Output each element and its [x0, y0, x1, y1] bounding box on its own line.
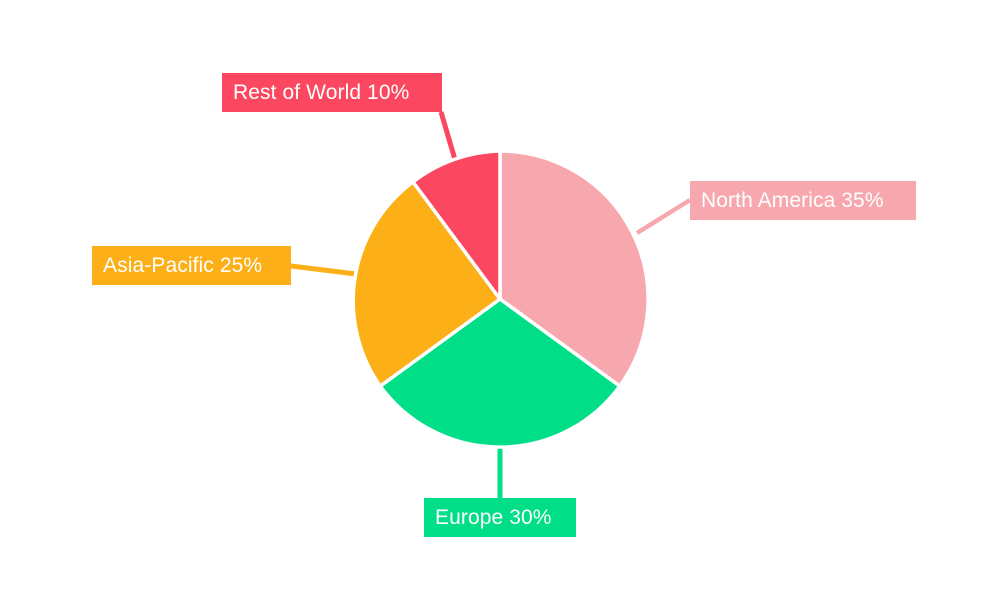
pie-label-europe-text: Europe 30% — [435, 506, 552, 529]
pie-label-north-america-text: North America 35% — [701, 189, 884, 212]
pie-label-europe[interactable]: Europe 30% — [424, 498, 576, 537]
leader-line-asia-pacific — [290, 263, 357, 277]
pie-label-north-america[interactable]: North America 35% — [690, 181, 916, 220]
pie-slice-asia-pacific[interactable] — [351, 180, 502, 388]
pie-slice-rest-of-world[interactable] — [411, 149, 502, 301]
pie-slice-north-america[interactable] — [498, 149, 650, 388]
pie-label-asia-pacific[interactable]: Asia-Pacific 25% — [92, 246, 291, 285]
pie-label-rest-of-world-text: Rest of World 10% — [233, 81, 410, 104]
pie-slices — [351, 149, 650, 449]
pie-label-asia-pacific-text: Asia-Pacific 25% — [103, 254, 263, 277]
leader-line-north-america — [635, 198, 692, 235]
pie-slice-europe[interactable] — [378, 297, 622, 449]
pie-label-rest-of-world[interactable]: Rest of World 10% — [222, 73, 442, 112]
leader-line-rest-of-world — [438, 111, 459, 164]
leader-lines — [290, 111, 692, 499]
